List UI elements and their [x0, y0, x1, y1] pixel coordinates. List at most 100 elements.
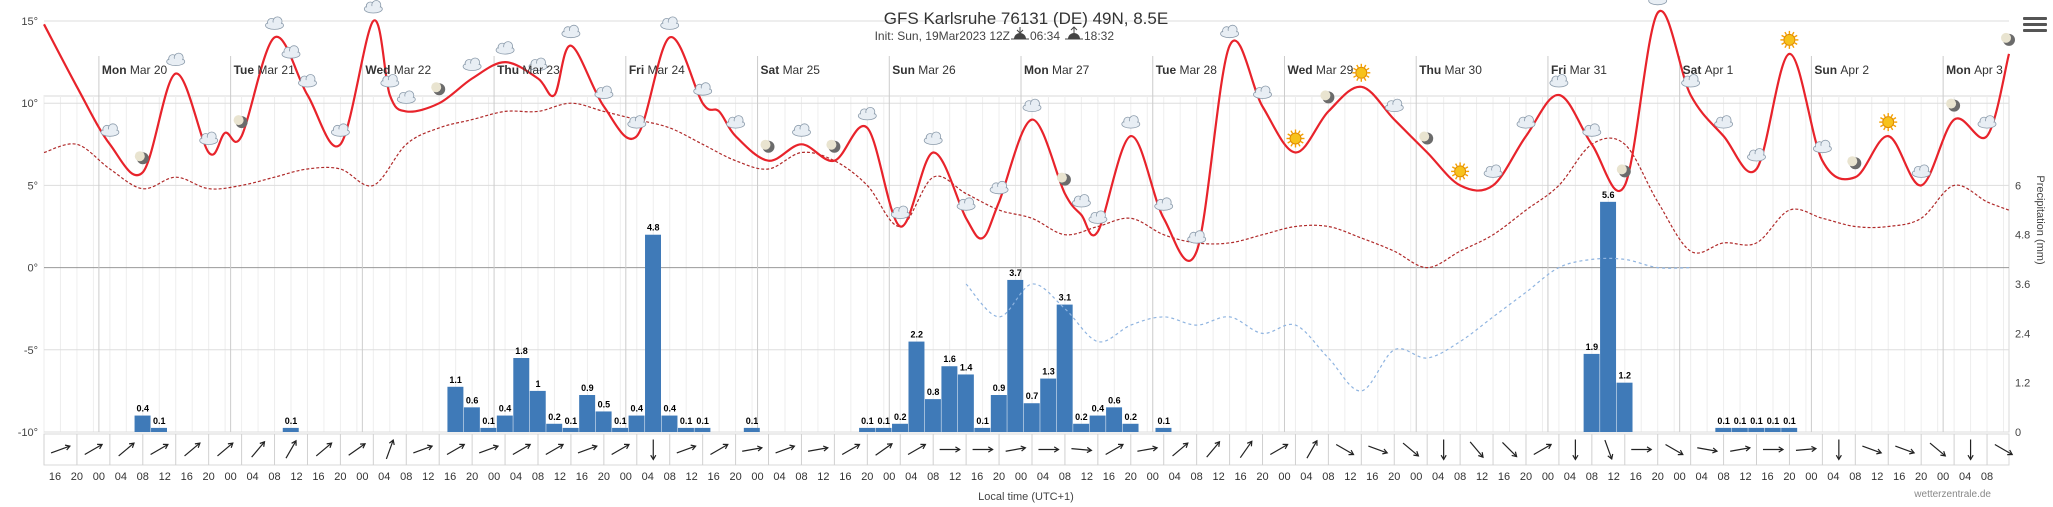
wind-barb-icon: [1368, 445, 1389, 455]
precip-value-label: 0.9: [581, 383, 594, 393]
wind-barb-icon: [577, 444, 598, 454]
wind-barb-icon: [1239, 440, 1253, 459]
wind-arrowhead: [987, 446, 994, 453]
x-tick-label: 20: [1125, 471, 1137, 483]
precip-value-label: 0.2: [548, 412, 561, 422]
wind-barb-icon: [84, 443, 104, 456]
cloud-shape: [562, 30, 579, 37]
wind-arrowhead: [259, 440, 266, 447]
sun-ray: [1363, 64, 1367, 68]
wind-arrowhead: [227, 442, 234, 448]
wind-barb-icon: [1071, 446, 1093, 454]
precip-value-label: 0.1: [878, 416, 891, 426]
x-tick-label: 00: [620, 471, 632, 483]
precip-bar: [282, 427, 299, 432]
x-tick-label: 16: [1630, 471, 1642, 483]
x-tick-label: 08: [1454, 471, 1466, 483]
cloud-shape: [925, 137, 942, 144]
moon-shape: [233, 115, 244, 126]
wind-shaft: [84, 443, 103, 456]
x-tick-label: 08: [1322, 471, 1334, 483]
x-tick-label: 08: [268, 471, 280, 483]
moon-icon: [431, 82, 446, 96]
wind-barb-icon: [1730, 445, 1752, 452]
precip-value-label: 0.1: [861, 416, 874, 426]
x-tick-label: 00: [1015, 471, 1027, 483]
wind-barb-icon: [184, 442, 201, 457]
moon-icon: [1419, 131, 1434, 145]
wind-barb-icon: [650, 439, 657, 461]
wind-arrowhead: [1778, 446, 1785, 453]
sunset-icon: [1065, 26, 1083, 40]
cloud-icon: [380, 74, 400, 88]
cloud-icon: [1813, 139, 1832, 154]
precip-value-label: 1.3: [1042, 367, 1055, 377]
precip-value-label: 0.6: [466, 395, 479, 405]
sun-shape: [1454, 165, 1467, 178]
sun-ray: [1462, 176, 1466, 180]
day-label: Fri Mar 31: [1551, 63, 1607, 77]
y-right-tick-label: 6: [2015, 180, 2021, 192]
x-tick-label: 16: [181, 471, 193, 483]
wind-barb-icon: [1862, 445, 1883, 455]
cloud-icon: [989, 180, 1009, 195]
x-tick-label: 04: [378, 471, 390, 483]
wind-shaft: [1994, 443, 2013, 456]
x-tick-label: 12: [949, 471, 961, 483]
x-tick-label: 04: [510, 471, 522, 483]
wind-shaft: [1105, 443, 1124, 456]
cloud-shape: [1583, 129, 1600, 136]
precip-bar: [1781, 427, 1798, 432]
x-tick-label: 12: [1608, 471, 1620, 483]
wind-arrowhead: [920, 443, 927, 450]
wind-arrowhead: [690, 444, 697, 451]
cloud-icon: [923, 131, 943, 145]
wind-shaft: [676, 445, 696, 454]
sun-ray: [1290, 130, 1294, 134]
day-label: Wed Mar 22: [365, 63, 431, 77]
x-tick-label: 20: [466, 471, 478, 483]
day-label: Mon Apr 3: [1946, 63, 2003, 77]
precip-value-label: 1.4: [960, 362, 973, 372]
wind-barb-icon: [545, 443, 565, 456]
t850-line: [965, 257, 1691, 392]
sun-shape: [1783, 33, 1796, 46]
wind-shaft: [841, 443, 860, 456]
precip-value-label: 0.1: [1717, 416, 1730, 426]
cloud-shape: [1024, 104, 1040, 111]
chart-menu-button[interactable]: [2023, 14, 2047, 34]
wind-barb-icon: [1335, 443, 1355, 456]
sun-ray: [1464, 166, 1469, 170]
wind-strip: [43, 433, 2010, 466]
wind-arrowhead: [1835, 454, 1842, 461]
moon-shape: [760, 139, 771, 150]
wind-barb-icon: [446, 443, 466, 456]
x-tick-label: 12: [1212, 471, 1224, 483]
cloud-shape: [1814, 145, 1831, 152]
x-tick-label: 16: [708, 471, 720, 483]
cloud-icon: [495, 41, 515, 55]
wind-shaft: [1239, 440, 1253, 459]
sun-ray: [1791, 31, 1795, 36]
x-tick-label: 08: [400, 471, 412, 483]
wind-arrowhead: [558, 443, 565, 450]
wind-barb-icon: [1895, 445, 1916, 455]
x-tick-label: 12: [817, 471, 829, 483]
x-tick-label: 16: [312, 471, 324, 483]
precip-value-label: 0.9: [993, 383, 1006, 393]
precip-value-label: 5.6: [1602, 190, 1615, 200]
wind-barb-icon: [1967, 439, 1974, 461]
credit-text: wetterzentrale.de: [1913, 489, 1991, 500]
precip-bar: [859, 427, 876, 432]
precip-bar: [480, 427, 497, 432]
wind-shaft: [1335, 443, 1354, 456]
wind-arrowhead: [886, 443, 893, 449]
cloud-shape: [299, 80, 316, 86]
precip-value-label: 0.6: [1108, 395, 1121, 405]
moon-icon: [233, 115, 248, 129]
wind-arrowhead: [1086, 446, 1093, 454]
cloud-shape: [694, 88, 711, 95]
sun-ray: [1784, 44, 1788, 49]
precip-bar: [957, 374, 974, 432]
